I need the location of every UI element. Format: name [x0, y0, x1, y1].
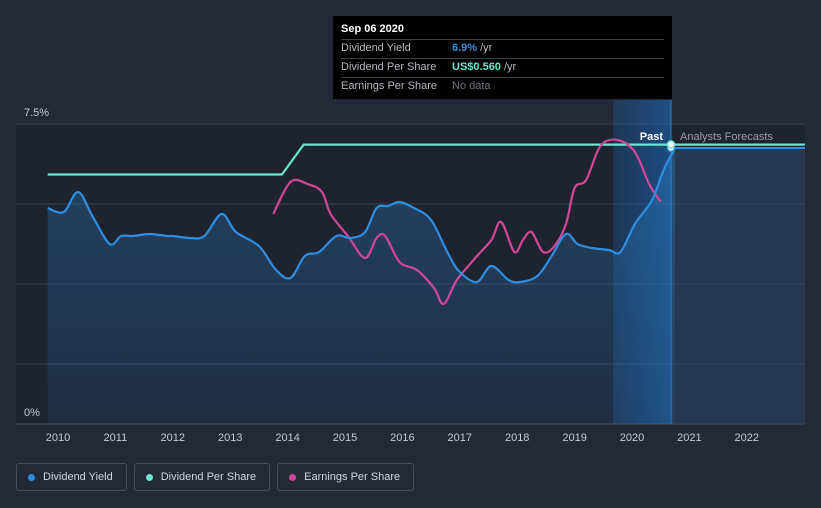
dividend-per-share-marker — [666, 140, 676, 149]
x-tick-label: 2021 — [677, 432, 701, 444]
tooltip-row-dividend-per-share: Dividend Per Share US$0.560 /yr — [341, 58, 664, 75]
dividend-yield-line — [47, 147, 676, 284]
x-tick-label: 2022 — [735, 432, 759, 444]
forecast-area — [671, 148, 805, 424]
x-tick-label: 2010 — [46, 432, 70, 444]
tooltip-date: Sep 06 2020 — [341, 23, 404, 35]
tooltip-value: 6.9% — [452, 42, 478, 54]
x-tick-label: 2017 — [448, 432, 472, 444]
x-tick-label: 2013 — [218, 432, 242, 444]
x-tick-label: 2016 — [390, 432, 414, 444]
tooltip-label: Dividend Yield — [341, 42, 411, 54]
dividend-per-share-line — [47, 143, 804, 176]
x-tick-label: 2012 — [161, 432, 185, 444]
legend-dot-icon — [145, 473, 153, 481]
x-tick-label: 2020 — [620, 432, 644, 444]
tooltip-unit: /yr — [480, 42, 493, 54]
x-tick-label: 2019 — [562, 432, 586, 444]
legend-label: Dividend Yield — [43, 471, 113, 483]
tooltip-row-dividend-yield: Dividend Yield 6.9% /yr — [341, 39, 664, 56]
legend-item-dividend-per-share[interactable]: Dividend Per Share — [133, 463, 271, 491]
legend-dot-icon — [28, 473, 35, 481]
x-tick-label: 2014 — [275, 432, 299, 444]
tooltip-unit: /yr — [503, 61, 517, 73]
tooltip-label: Dividend Per Share — [341, 61, 437, 73]
legend: Dividend Yield Dividend Per Share Earnin… — [16, 463, 415, 491]
earnings-per-share-line — [272, 138, 662, 306]
past-label: Past — [640, 131, 664, 143]
dividend-yield-area — [47, 148, 675, 424]
x-tick-label: 2015 — [333, 432, 357, 444]
legend-item-earnings-per-share[interactable]: Earnings Per Share — [277, 463, 415, 491]
legend-dot-icon — [289, 473, 297, 481]
tooltip-value: US$0.560 — [452, 61, 501, 73]
forecast-label: Analysts Forecasts — [680, 131, 773, 143]
tooltip-label: Earnings Per Share — [341, 80, 437, 92]
tooltip-value: No data — [452, 80, 491, 92]
legend-item-dividend-yield[interactable]: Dividend Yield — [16, 463, 127, 491]
legend-label: Earnings Per Share — [304, 471, 401, 483]
y-tick-label: 0% — [24, 407, 40, 419]
legend-label: Dividend Per Share — [160, 471, 257, 483]
tooltip-row-earnings-per-share: Earnings Per Share No data — [341, 77, 664, 94]
tooltip: Sep 06 2020 Dividend Yield 6.9% /yr Divi… — [333, 16, 672, 99]
x-tick-label: 2018 — [505, 432, 529, 444]
y-tick-label: 7.5% — [24, 107, 49, 119]
x-tick-label: 2011 — [104, 432, 128, 444]
